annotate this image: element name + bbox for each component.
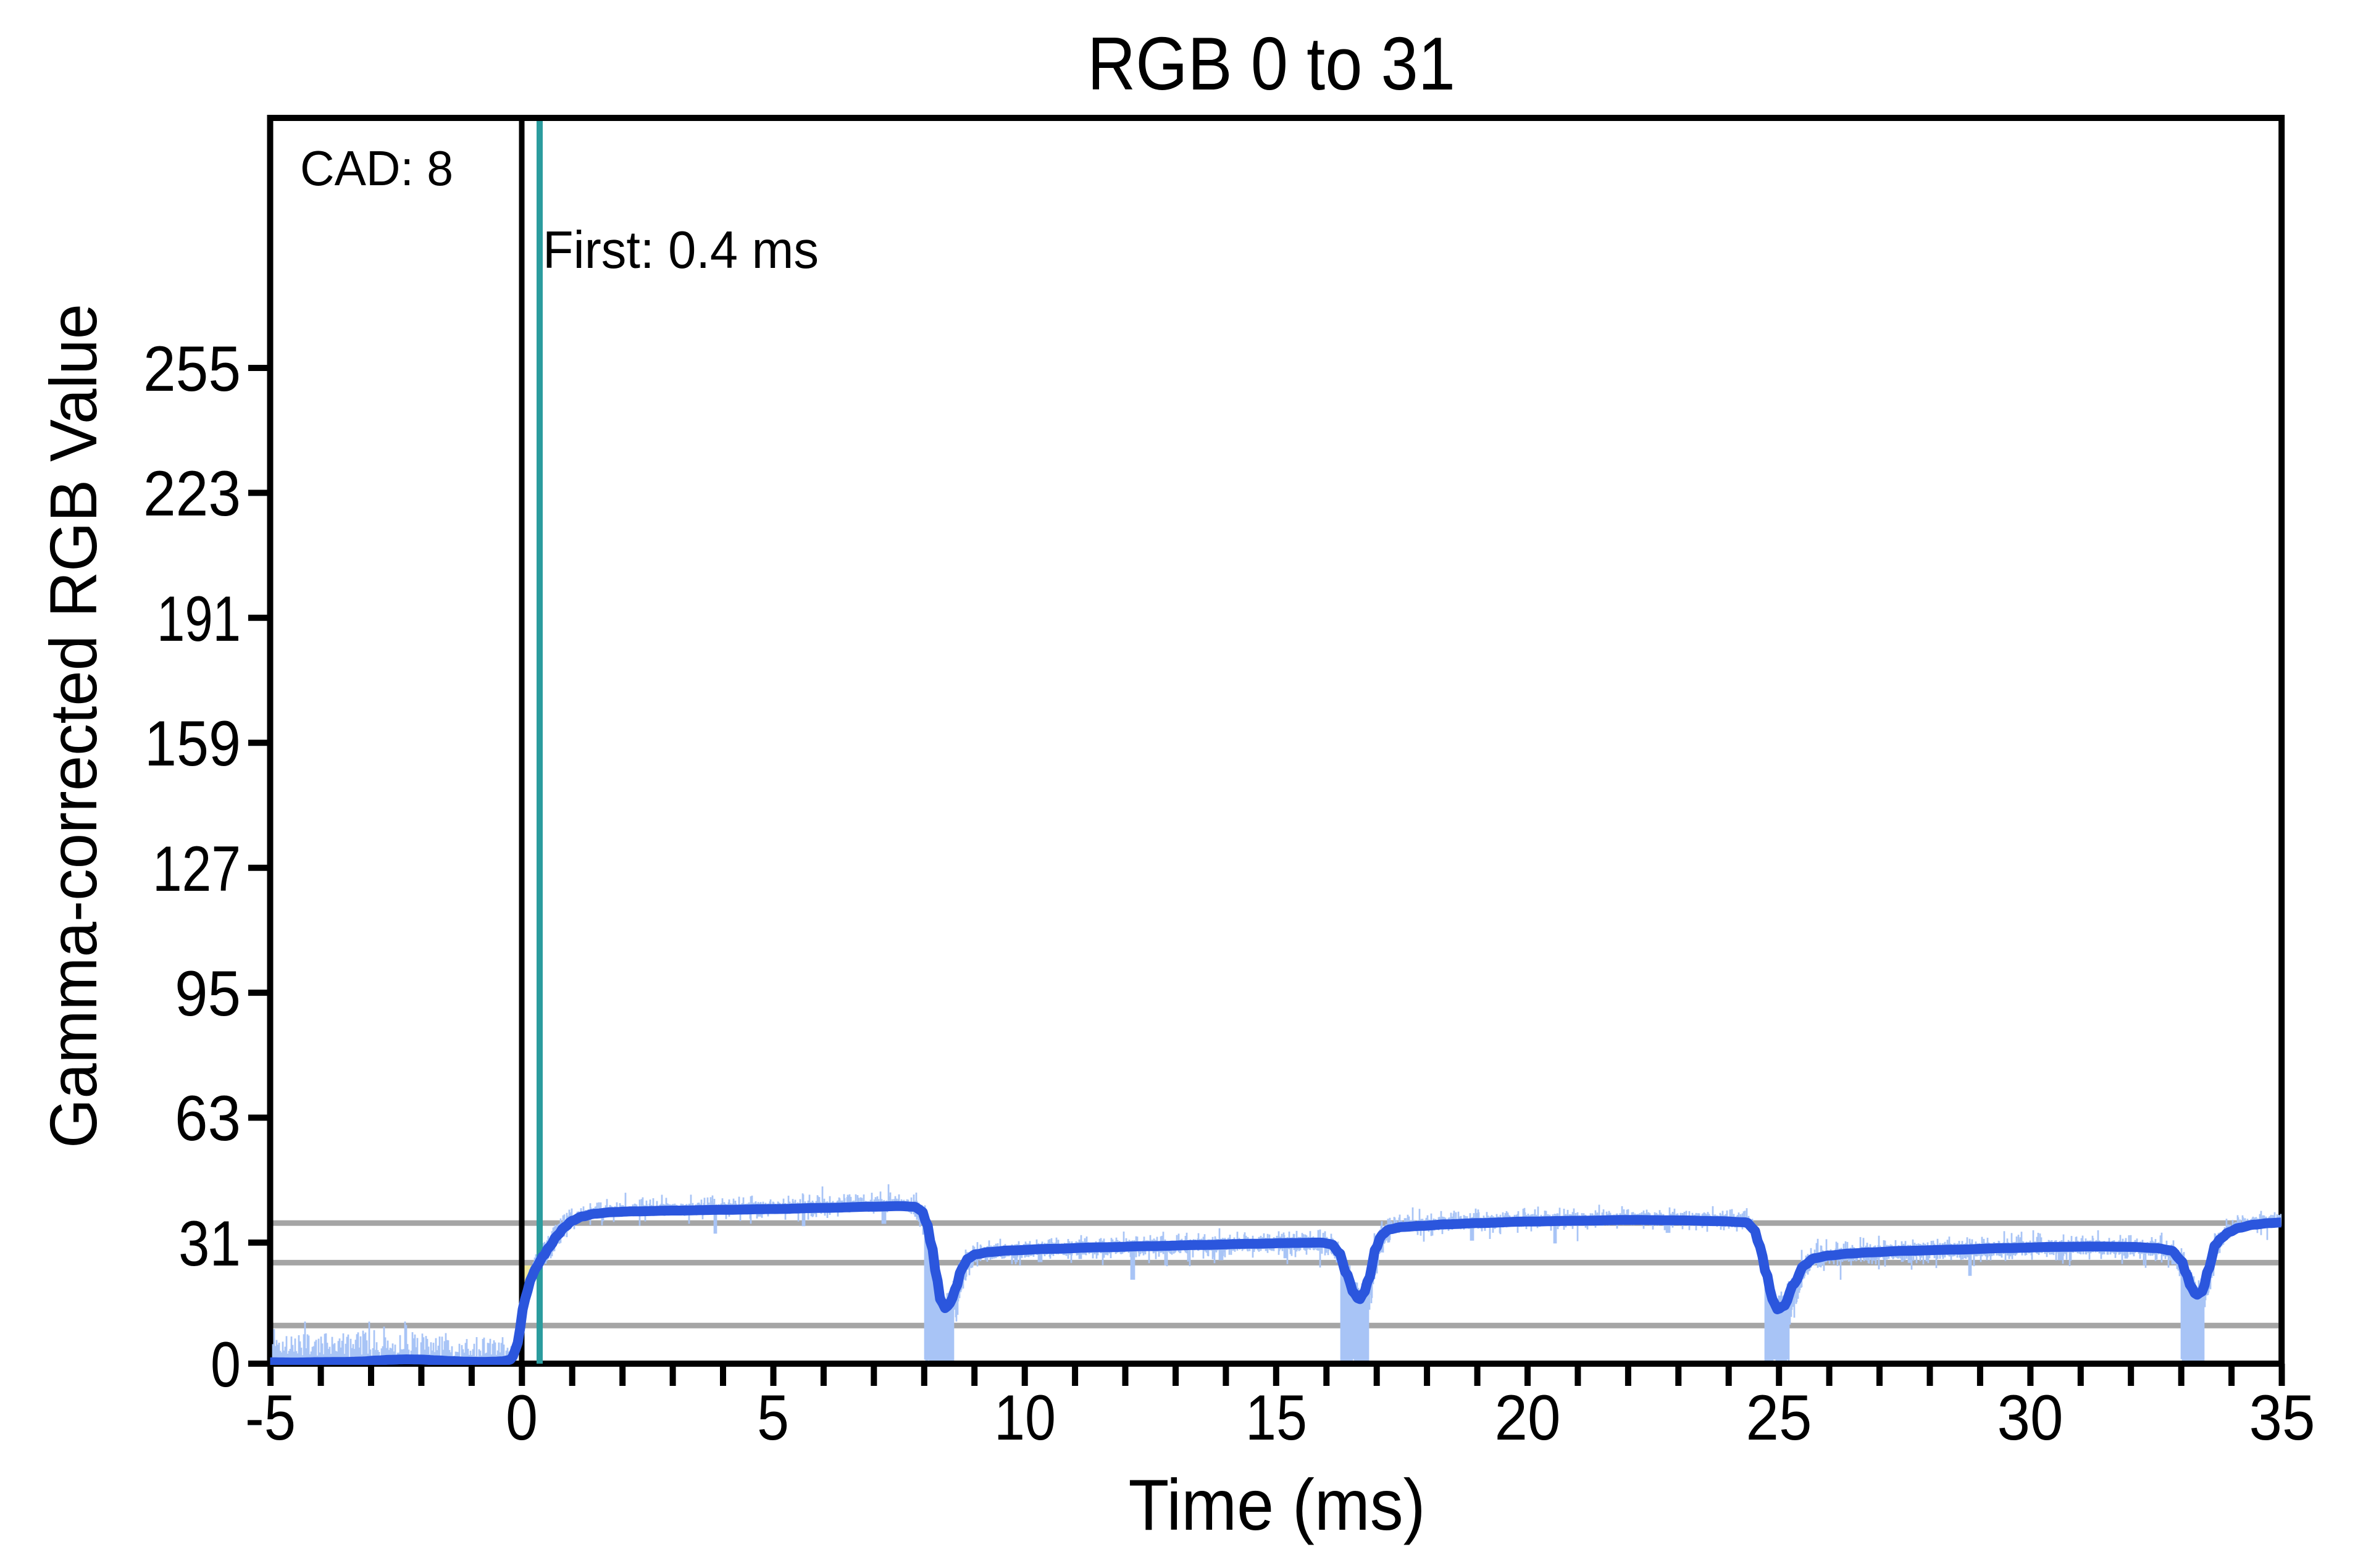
svg-text:Gamma-corrected RGB Value: Gamma-corrected RGB Value [36, 304, 111, 1148]
svg-text:0: 0 [506, 1382, 538, 1454]
svg-text:35: 35 [2249, 1382, 2315, 1454]
svg-text:0: 0 [211, 1329, 241, 1401]
svg-text:255: 255 [143, 333, 241, 405]
svg-text:15: 15 [1245, 1382, 1307, 1454]
svg-text:30: 30 [1997, 1382, 2064, 1454]
svg-text:223: 223 [143, 458, 241, 530]
svg-text:25: 25 [1746, 1382, 1812, 1454]
svg-text:95: 95 [175, 958, 241, 1030]
svg-text:10: 10 [994, 1382, 1056, 1454]
svg-text:CAD: 8: CAD: 8 [300, 141, 453, 196]
svg-text:20: 20 [1495, 1382, 1561, 1454]
svg-text:31: 31 [178, 1208, 241, 1280]
svg-text:5: 5 [757, 1382, 789, 1454]
svg-text:191: 191 [157, 583, 241, 655]
svg-text:159: 159 [144, 708, 241, 780]
svg-text:127: 127 [153, 833, 241, 905]
svg-text:-5: -5 [245, 1382, 296, 1454]
svg-text:RGB 0 to 31: RGB 0 to 31 [1087, 22, 1455, 106]
svg-text:63: 63 [175, 1083, 241, 1154]
svg-text:First: 0.4 ms: First: 0.4 ms [543, 221, 819, 280]
svg-text:Time (ms): Time (ms) [1129, 1464, 1426, 1545]
